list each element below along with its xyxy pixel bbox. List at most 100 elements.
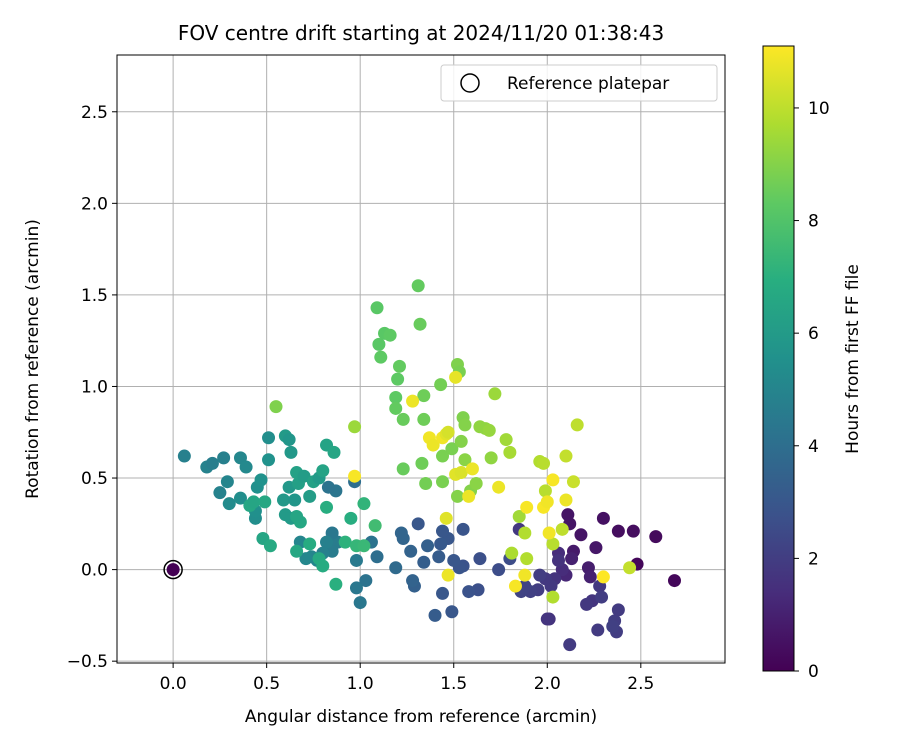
data-point	[473, 552, 487, 566]
y-tick-label: 0.0	[81, 561, 108, 581]
data-point	[327, 445, 341, 459]
data-point	[299, 552, 313, 566]
data-point	[649, 530, 663, 544]
data-point	[370, 301, 384, 315]
data-point	[449, 370, 463, 384]
colorbar-tick-label: 0	[808, 662, 819, 682]
data-point	[359, 574, 373, 588]
colorbar: 0 2 4 6 8 10 Hours from first FF file	[762, 45, 863, 682]
plot-frame	[116, 54, 726, 664]
data-point	[667, 574, 681, 588]
data-point	[546, 590, 560, 604]
data-point	[505, 546, 519, 560]
data-point	[611, 603, 625, 617]
data-point	[561, 508, 575, 522]
colorbar-ticks: 0 2 4 6 8 10	[794, 99, 830, 682]
chart-title: FOV centre drift starting at 2024/11/20 …	[178, 21, 664, 45]
data-point	[450, 489, 464, 503]
data-point	[269, 400, 283, 414]
data-point	[458, 453, 472, 467]
colorbar-tick-label: 10	[808, 99, 830, 119]
legend-box	[440, 64, 718, 102]
data-point	[222, 497, 236, 511]
data-point	[303, 537, 317, 551]
data-point	[329, 577, 343, 591]
data-point	[177, 449, 191, 463]
data-point	[316, 464, 330, 478]
data-point	[436, 449, 450, 463]
data-point	[276, 493, 290, 507]
data-point	[284, 445, 298, 459]
colorbar-tick-label: 4	[808, 437, 819, 457]
data-point	[559, 493, 573, 507]
colorbar-label: Hours from first FF file	[843, 264, 863, 454]
data-point	[492, 480, 506, 494]
data-point	[555, 522, 569, 536]
data-point	[580, 597, 594, 611]
data-point	[282, 433, 296, 447]
data-point	[262, 453, 276, 467]
data-point	[512, 509, 526, 523]
data-point	[428, 608, 442, 622]
data-point	[357, 497, 371, 511]
y-tick-label: 2.5	[81, 103, 108, 123]
data-point	[469, 477, 483, 491]
data-point	[447, 553, 461, 567]
legend-marker-hollow-circle	[460, 73, 480, 93]
data-point	[546, 473, 560, 487]
data-point	[538, 484, 552, 498]
data-point	[563, 638, 577, 652]
data-point	[357, 539, 371, 553]
data-point	[434, 378, 448, 392]
data-point	[533, 568, 547, 582]
data-point	[520, 552, 534, 566]
data-point	[349, 553, 363, 567]
data-point	[434, 537, 448, 551]
data-point	[454, 466, 468, 480]
data-point	[559, 449, 573, 463]
data-point	[537, 456, 551, 470]
data-point	[552, 553, 566, 567]
data-point	[441, 568, 455, 582]
data-point	[391, 372, 405, 386]
data-point	[404, 544, 418, 558]
y-ticks: −0.5 0.0 0.5 1.0 1.5 2.0 2.5	[67, 103, 117, 672]
data-point	[492, 563, 506, 577]
data-point	[518, 568, 532, 582]
x-tick-label: 1.0	[347, 674, 374, 694]
data-point	[574, 528, 588, 542]
data-point	[417, 389, 431, 403]
data-point	[247, 495, 261, 509]
data-point	[542, 526, 556, 540]
data-point	[426, 438, 440, 452]
data-point	[348, 420, 362, 434]
data-point	[436, 524, 450, 538]
data-point	[368, 519, 382, 533]
data-point	[454, 434, 468, 448]
data-point	[432, 550, 446, 564]
x-axis-label: Angular distance from reference (arcmin)	[245, 707, 597, 727]
data-point	[303, 489, 317, 503]
data-point	[290, 544, 304, 558]
data-point	[415, 456, 429, 470]
data-point	[499, 433, 513, 447]
data-point	[205, 456, 219, 470]
data-point	[389, 390, 403, 404]
data-point	[411, 517, 425, 531]
data-point	[436, 586, 450, 600]
x-ticks: 0.0 0.5 1.0 1.5 2.0 2.5	[160, 663, 654, 694]
data-point	[462, 489, 476, 503]
data-point	[596, 511, 610, 525]
data-point	[439, 511, 453, 525]
reference-platepar-marker	[163, 559, 183, 580]
data-point	[503, 445, 517, 459]
data-point	[445, 605, 459, 619]
y-tick-label: 1.5	[81, 286, 108, 306]
data-point	[458, 418, 472, 432]
data-point	[419, 477, 433, 491]
data-point	[518, 526, 532, 540]
data-point	[611, 524, 625, 538]
data-point	[540, 495, 554, 509]
data-point	[520, 500, 534, 514]
